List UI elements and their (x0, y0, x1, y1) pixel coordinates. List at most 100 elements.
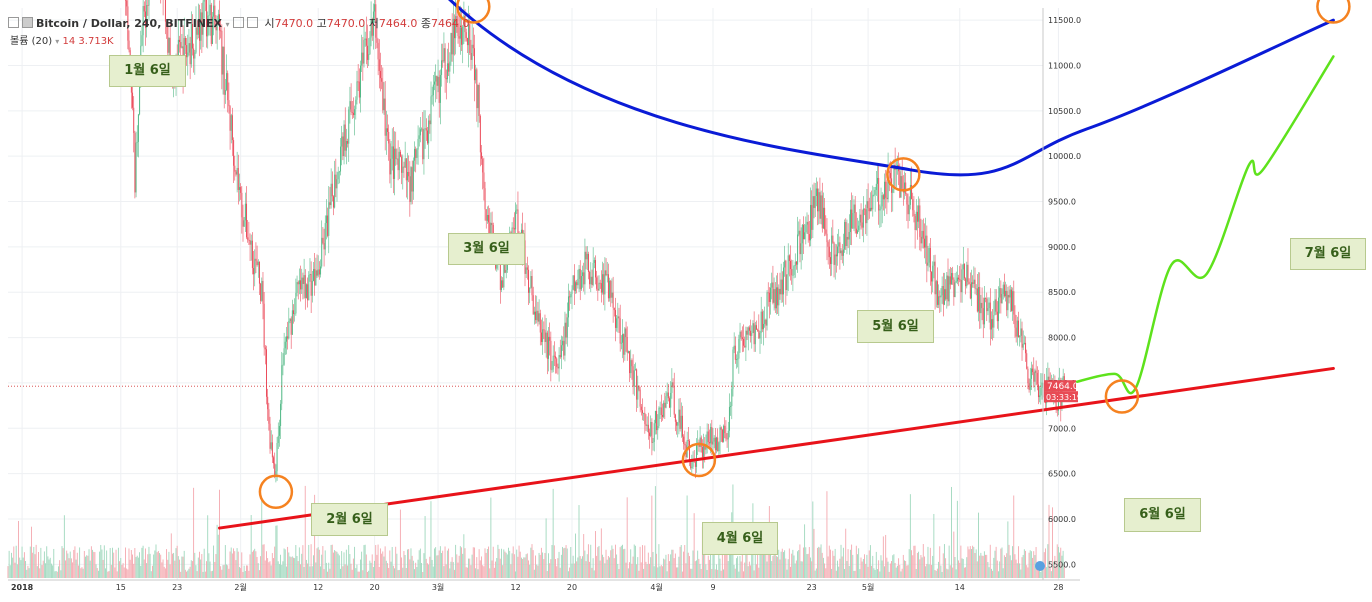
candle-body (381, 78, 383, 82)
symbol-title[interactable]: Bitcoin / Dollar, 240, BITFINEX (36, 17, 222, 30)
candle-body (505, 270, 507, 273)
volume-bar (1032, 557, 1033, 578)
price-axis[interactable]: 5500.06000.06500.07000.07500.08000.08500… (1048, 0, 1081, 569)
volume-bar (851, 544, 853, 578)
volume-bar (152, 565, 153, 578)
candle-body (143, 5, 145, 12)
candle-body (271, 442, 273, 458)
candle-body (194, 52, 196, 59)
candle-body (592, 262, 594, 285)
volume-bar (713, 547, 715, 578)
volume-bar (60, 570, 62, 578)
volume-bar (794, 563, 796, 578)
x-tick-label: 20 (567, 583, 577, 592)
candle-body (258, 261, 260, 284)
volume-bar (189, 566, 191, 578)
volume-bar (87, 555, 89, 578)
candle-body (585, 251, 587, 260)
volume-bar (955, 569, 957, 578)
candle-body (383, 98, 385, 111)
candle-body (747, 327, 749, 335)
candle-body (553, 355, 555, 357)
support-line (218, 366, 1335, 530)
candle-body (322, 237, 324, 244)
volume-bar (980, 552, 982, 578)
volume-bar (999, 561, 1001, 578)
candle-body (822, 207, 824, 229)
candle-body (501, 280, 502, 290)
volume-bar (826, 491, 828, 578)
volume-bar (62, 548, 64, 578)
candle-body (336, 179, 338, 189)
volume-bar (683, 551, 685, 578)
candle-body (982, 308, 984, 325)
volume-bar (1003, 555, 1005, 578)
volume-bar (445, 564, 447, 578)
candle-body (466, 38, 468, 46)
volume-bar (314, 494, 316, 578)
volume-bar (414, 569, 415, 578)
candle-body (424, 128, 426, 130)
volume-bar (716, 564, 717, 578)
volume-bar (481, 556, 482, 578)
marker-circle (1316, 0, 1351, 24)
candle-body (315, 270, 317, 286)
volume-bar (155, 544, 157, 578)
volume-bar (617, 563, 619, 578)
volume-bar (645, 561, 647, 578)
volume-bar (367, 571, 368, 578)
settings-small-icon[interactable] (247, 17, 259, 28)
collapse-icon[interactable] (8, 17, 19, 28)
volume-bar (502, 565, 504, 578)
volume-bar (898, 558, 900, 578)
volume-bar (154, 550, 156, 578)
candle-body (166, 21, 168, 27)
volume-bar (766, 561, 768, 578)
candle-body (564, 322, 566, 356)
volume-bar (217, 534, 219, 578)
visibility-icon[interactable] (233, 17, 245, 28)
candle-body (389, 143, 391, 175)
candle-body (973, 279, 975, 284)
volume-bar (672, 549, 674, 578)
candle-body (974, 279, 976, 289)
candle-body (781, 279, 783, 295)
candle-body (325, 215, 327, 224)
candle-body (599, 282, 601, 284)
volume-bar (730, 550, 732, 578)
candle-body (1001, 293, 1003, 304)
volume-bar (196, 571, 198, 578)
dropdown-icon[interactable]: ▾ (225, 20, 230, 29)
candle-body (285, 336, 287, 342)
volume-bar (599, 560, 601, 578)
volume-dropdown-icon[interactable]: ▾ (55, 37, 60, 46)
settings-gear[interactable] (1035, 561, 1045, 571)
candle-body (935, 281, 937, 295)
volume-bar (70, 558, 72, 578)
candle-body (354, 109, 356, 116)
volume-bar (1002, 568, 1004, 578)
time-axis[interactable]: 2018 15 23 2월 12 20 3월 12 20 4월 9 23 5월 14 28 (11, 582, 1064, 592)
candle-body (916, 211, 918, 222)
candle-body (717, 437, 719, 452)
volume-bar (786, 569, 788, 578)
volume-bar (743, 571, 744, 578)
candle-body (978, 286, 980, 312)
volume-label[interactable]: 볼륨 (20) (10, 36, 53, 47)
volume-bar (798, 549, 800, 578)
volume-bar (610, 550, 612, 578)
candle-body (287, 336, 289, 339)
volume-bar (815, 568, 817, 578)
volume-bar (300, 564, 301, 578)
volume-bar (606, 559, 608, 578)
settings-icon[interactable] (1035, 561, 1045, 571)
y-tick-label: 6500.0 (1048, 470, 1076, 479)
candle-body (992, 319, 994, 328)
volume-bar (840, 544, 842, 578)
volume-bar (1025, 550, 1026, 578)
candle-body (304, 275, 306, 298)
candle-body (179, 39, 181, 43)
candle-body (512, 227, 514, 229)
candle-body (399, 151, 401, 157)
